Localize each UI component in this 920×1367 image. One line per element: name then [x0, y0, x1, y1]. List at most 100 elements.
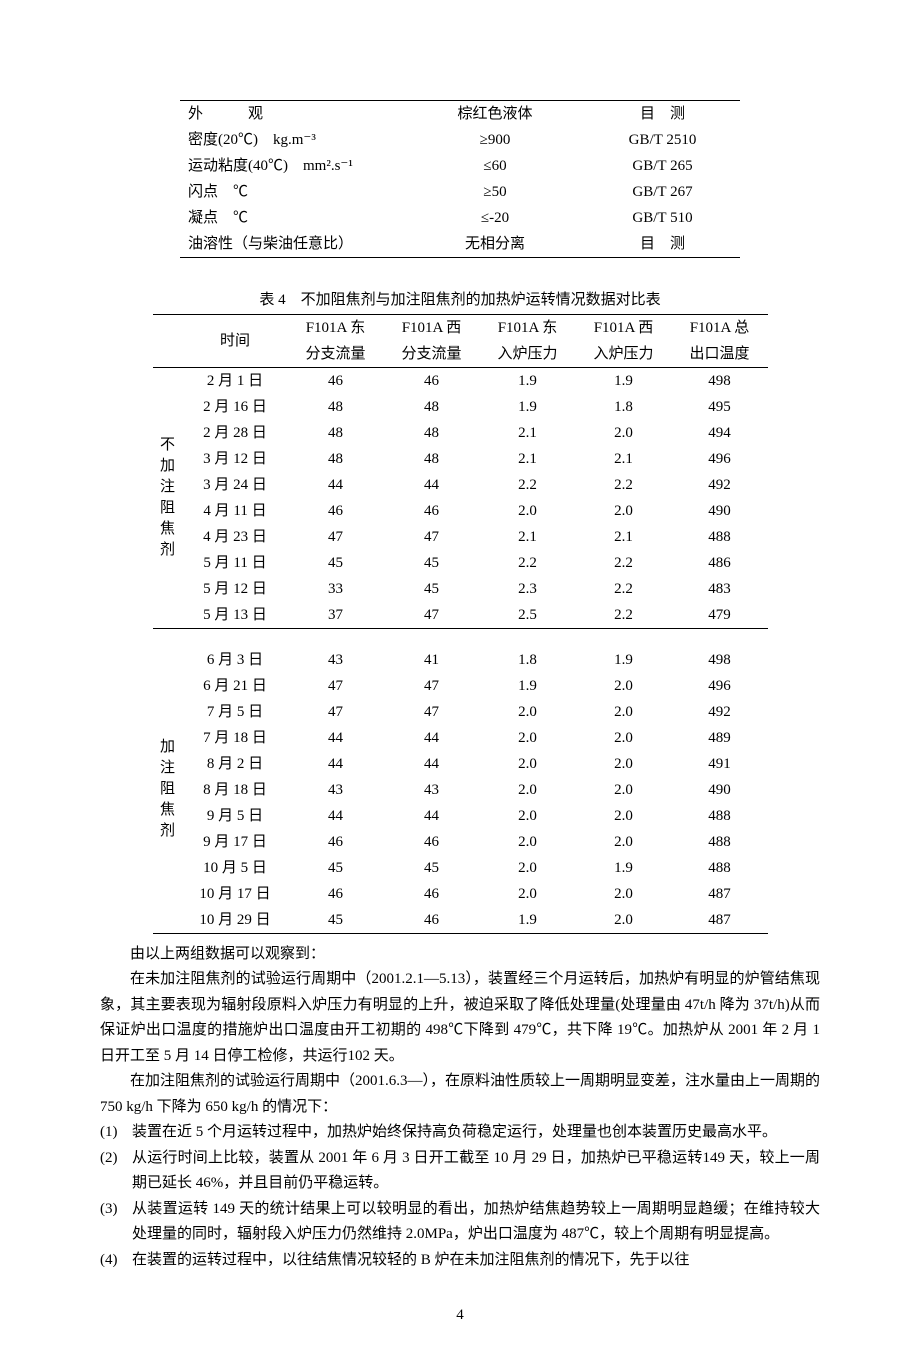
findings-list: (1)装置在近 5 个月运转过程中，加热炉始终保持高负荷稳定运行，处理量也创本装… — [100, 1120, 820, 1273]
cell: 2.1 — [576, 524, 672, 550]
cell: 2.0 — [480, 829, 576, 855]
col-date: 时间 — [183, 315, 288, 368]
cell: 47 — [384, 699, 480, 725]
cell: 5 月 12 日 — [183, 576, 288, 602]
cell: 4 月 11 日 — [183, 498, 288, 524]
cell: 496 — [672, 446, 768, 472]
table-row: 3 月 24 日44442.22.2492 — [153, 472, 768, 498]
cell: 33 — [288, 576, 384, 602]
cell: 1.8 — [576, 394, 672, 420]
cell: 45 — [288, 855, 384, 881]
table-row: 5 月 12 日33452.32.2483 — [153, 576, 768, 602]
table-row: 9 月 17 日46462.02.0488 — [153, 829, 768, 855]
cell: 488 — [672, 803, 768, 829]
cell: 43 — [384, 777, 480, 803]
cell: 1.9 — [480, 368, 576, 395]
table-row: 4 月 11 日46462.02.0490 — [153, 498, 768, 524]
cell: 44 — [288, 751, 384, 777]
cell: 7 月 18 日 — [183, 725, 288, 751]
col-sub3: 分支流量 — [384, 341, 480, 368]
cell: 488 — [672, 524, 768, 550]
cell: 1.9 — [480, 907, 576, 934]
cell: 2.0 — [480, 803, 576, 829]
list-item: (4)在装置的运转过程中，以往结焦情况较轻的 B 炉在未加注阻焦剂的情况下，先于… — [100, 1248, 820, 1274]
cell: 494 — [672, 420, 768, 446]
cell: 7 月 5 日 — [183, 699, 288, 725]
cell: 外 观 — [180, 101, 405, 128]
cell: 目 测 — [585, 231, 740, 258]
cell: 10 月 29 日 — [183, 907, 288, 934]
cell: 2.0 — [576, 699, 672, 725]
cell: 46 — [384, 907, 480, 934]
cell: 2.0 — [576, 725, 672, 751]
cell: 6 月 3 日 — [183, 647, 288, 673]
cell: 496 — [672, 673, 768, 699]
table-row: 闪点 ℃≥50GB/T 267 — [180, 179, 740, 205]
cell: 10 月 5 日 — [183, 855, 288, 881]
cell: 43 — [288, 647, 384, 673]
col-sub5: 入炉压力 — [576, 341, 672, 368]
cell: 2.0 — [576, 777, 672, 803]
list-text: 从装置运转 149 天的统计结果上可以较明显的看出，加热炉结焦趋势较上一周期明显… — [132, 1197, 820, 1248]
cell: 46 — [384, 881, 480, 907]
table-row: 7 月 18 日44442.02.0489 — [153, 725, 768, 751]
cell: 47 — [288, 673, 384, 699]
cell: GB/T 510 — [585, 205, 740, 231]
list-number: (2) — [100, 1146, 132, 1197]
cell: 1.9 — [576, 855, 672, 881]
cell: 2.1 — [480, 524, 576, 550]
cell: 1.9 — [480, 673, 576, 699]
table-row: 密度(20℃) kg.m⁻³≥900GB/T 2510 — [180, 127, 740, 153]
cell: 2.0 — [480, 881, 576, 907]
table-row: 4 月 23 日47472.12.1488 — [153, 524, 768, 550]
list-text: 从运行时间上比较，装置从 2001 年 6 月 3 日开工截至 10 月 29 … — [132, 1146, 820, 1197]
col-f101a-e1: F101A 东 — [288, 315, 384, 342]
cell: 47 — [288, 524, 384, 550]
cell: 492 — [672, 472, 768, 498]
cell: 48 — [288, 394, 384, 420]
cell: 44 — [384, 803, 480, 829]
col-f101a-e2: F101A 东 — [480, 315, 576, 342]
cell: 488 — [672, 829, 768, 855]
cell: 46 — [288, 498, 384, 524]
table-row: 运动粘度(40℃) mm².s⁻¹≤60GB/T 265 — [180, 153, 740, 179]
cell: ≤-20 — [405, 205, 585, 231]
cell: 2.3 — [480, 576, 576, 602]
list-text: 在装置的运转过程中，以往结焦情况较轻的 B 炉在未加注阻焦剂的情况下，先于以往 — [132, 1248, 820, 1274]
col-f101a-w1: F101A 西 — [384, 315, 480, 342]
col-f101a-w2: F101A 西 — [576, 315, 672, 342]
cell: 1.9 — [576, 368, 672, 395]
cell: 41 — [384, 647, 480, 673]
cell: 486 — [672, 550, 768, 576]
cell: 47 — [288, 699, 384, 725]
para-3: 在加注阻焦剂的试验运行周期中（2001.6.3—），在原料油性质较上一周期明显变… — [100, 1069, 820, 1120]
page-number: 4 — [100, 1303, 820, 1327]
cell: GB/T 2510 — [585, 127, 740, 153]
cell: 2.0 — [480, 725, 576, 751]
cell: 2.2 — [480, 472, 576, 498]
para-2: 在未加注阻焦剂的试验运行周期中（2001.2.1—5.13），装置经三个月运转后… — [100, 967, 820, 1069]
cell: 2 月 28 日 — [183, 420, 288, 446]
table-row: 10 月 29 日45461.92.0487 — [153, 907, 768, 934]
cell: 1.9 — [480, 394, 576, 420]
table-row: 10 月 5 日45452.01.9488 — [153, 855, 768, 881]
list-number: (3) — [100, 1197, 132, 1248]
cell: 棕红色液体 — [405, 101, 585, 128]
cell: 8 月 18 日 — [183, 777, 288, 803]
cell: 1.8 — [480, 647, 576, 673]
cell: 9 月 17 日 — [183, 829, 288, 855]
cell: 479 — [672, 602, 768, 629]
cell: 45 — [288, 907, 384, 934]
cell: 48 — [384, 420, 480, 446]
cell: 运动粘度(40℃) mm².s⁻¹ — [180, 153, 405, 179]
cell: 37 — [288, 602, 384, 629]
table4-caption: 表 4 不加阻焦剂与加注阻焦剂的加热炉运转情况数据对比表 — [100, 288, 820, 312]
cell: 2.1 — [480, 446, 576, 472]
cell: 目 测 — [585, 101, 740, 128]
cell: 2 月 16 日 — [183, 394, 288, 420]
list-item: (2)从运行时间上比较，装置从 2001 年 6 月 3 日开工截至 10 月 … — [100, 1146, 820, 1197]
cell: 6 月 21 日 — [183, 673, 288, 699]
cell: 45 — [288, 550, 384, 576]
cell: 483 — [672, 576, 768, 602]
cell: 492 — [672, 699, 768, 725]
